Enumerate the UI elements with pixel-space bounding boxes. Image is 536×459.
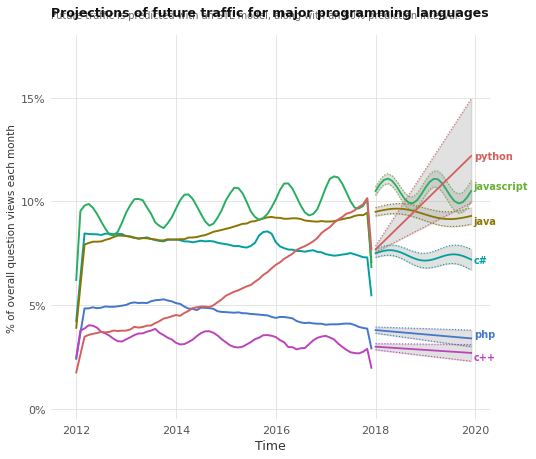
- Text: Projections of future traffic for major programming languages: Projections of future traffic for major …: [51, 7, 489, 20]
- Text: java: java: [474, 217, 496, 227]
- Text: c#: c#: [474, 255, 488, 265]
- Text: Future traffic is predicted with an STL model, along with an 80% prediction inte: Future traffic is predicted with an STL …: [51, 11, 461, 21]
- Text: php: php: [474, 330, 495, 340]
- X-axis label: Time: Time: [256, 439, 286, 452]
- Text: c++: c++: [474, 353, 496, 362]
- Y-axis label: % of overall question views each month: % of overall question views each month: [7, 123, 17, 332]
- Text: python: python: [474, 151, 512, 162]
- Text: javascript: javascript: [474, 181, 528, 191]
